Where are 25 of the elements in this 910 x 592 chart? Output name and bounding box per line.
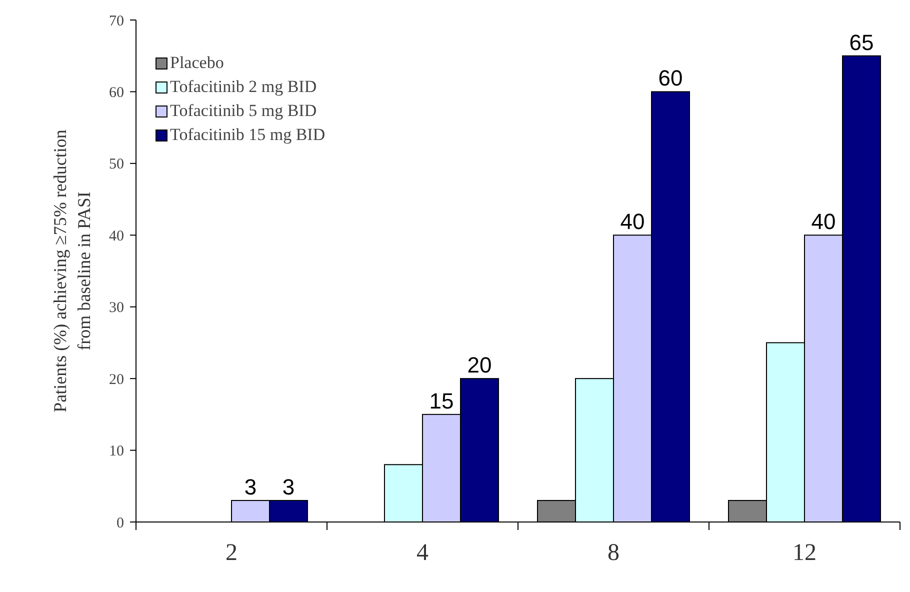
y-tick-label: 30 (109, 300, 124, 316)
y-tick-label: 20 (109, 372, 124, 388)
y-tick-label: 70 (109, 13, 124, 30)
data-label: 40 (811, 209, 836, 234)
data-label: 3 (244, 474, 257, 500)
legend-label: Tofacitinib 2 mg BID (170, 77, 317, 96)
legend-label: Placebo (170, 53, 224, 72)
x-tick-label: 12 (792, 540, 816, 566)
data-label: 65 (849, 30, 874, 55)
y-tick-label: 0 (116, 515, 124, 532)
legend-label: Tofacitinib 15 mg BID (170, 125, 326, 144)
x-tick-label: 8 (608, 540, 620, 566)
x-tick-label: 2 (226, 540, 238, 566)
y-tick-label: 60 (109, 84, 124, 101)
data-label: 20 (467, 352, 492, 378)
data-label: 3 (282, 474, 295, 500)
y-tick-label: 50 (109, 156, 124, 173)
data-label: 60 (658, 66, 683, 91)
y-axis-title: Patients (%) achieving ≥75% reduction from baseline in PASI (50, 130, 94, 412)
y-tick-label: 40 (109, 228, 124, 244)
y-tick-label: 10 (109, 444, 124, 460)
x-tick-label: 4 (416, 540, 428, 566)
legend-label: Tofacitinib 5 mg BID (170, 101, 317, 120)
data-label: 40 (620, 209, 645, 234)
data-label: 15 (429, 388, 454, 414)
